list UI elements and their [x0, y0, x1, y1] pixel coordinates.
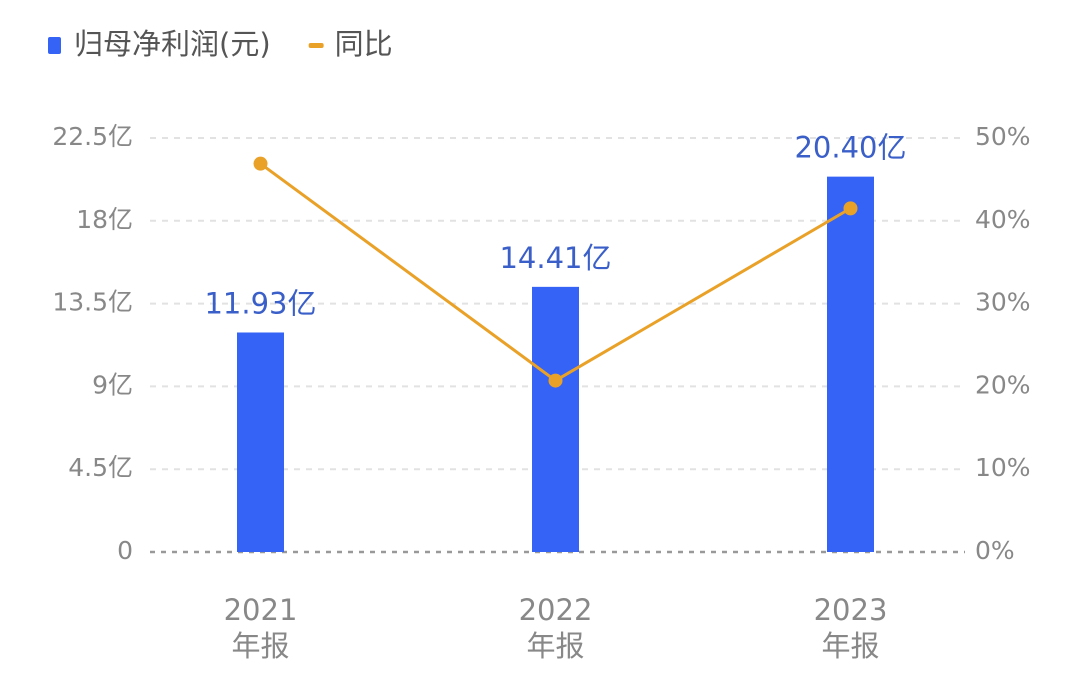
data-label: 11.93亿 — [204, 286, 316, 320]
x-tick-label: 2021 年报 — [224, 593, 298, 663]
y-tick-label: 9亿 — [92, 370, 133, 399]
bar — [237, 332, 284, 552]
y2-tick-label: 10% — [975, 453, 1031, 482]
x-tick-label: 2023 年报 — [814, 593, 888, 663]
line-point — [843, 201, 858, 216]
legend-label: 同比 — [335, 27, 393, 61]
y2-tick-label: 50% — [975, 122, 1031, 151]
x-tick-label: 2022 年报 — [519, 593, 593, 663]
y-tick-label: 22.5亿 — [52, 122, 133, 151]
line-point — [548, 373, 563, 388]
bar — [827, 176, 874, 552]
y-tick-label: 18亿 — [76, 205, 133, 234]
y2-tick-label: 30% — [975, 288, 1031, 317]
data-label: 20.40亿 — [794, 131, 906, 165]
y2-tick-label: 20% — [975, 370, 1031, 399]
y2-tick-label: 0% — [975, 536, 1015, 565]
y2-tick-label: 40% — [975, 205, 1031, 234]
legend-label: 归母净利润(元) — [74, 27, 271, 61]
line-point — [253, 156, 268, 171]
bar — [532, 286, 579, 552]
data-label: 14.41亿 — [499, 241, 611, 275]
y-tick-label: 4.5亿 — [68, 453, 133, 482]
legend-swatch — [308, 43, 324, 48]
y-tick-label: 13.5亿 — [52, 288, 133, 317]
y-tick-label: 0 — [117, 536, 133, 565]
legend-swatch — [48, 37, 61, 54]
